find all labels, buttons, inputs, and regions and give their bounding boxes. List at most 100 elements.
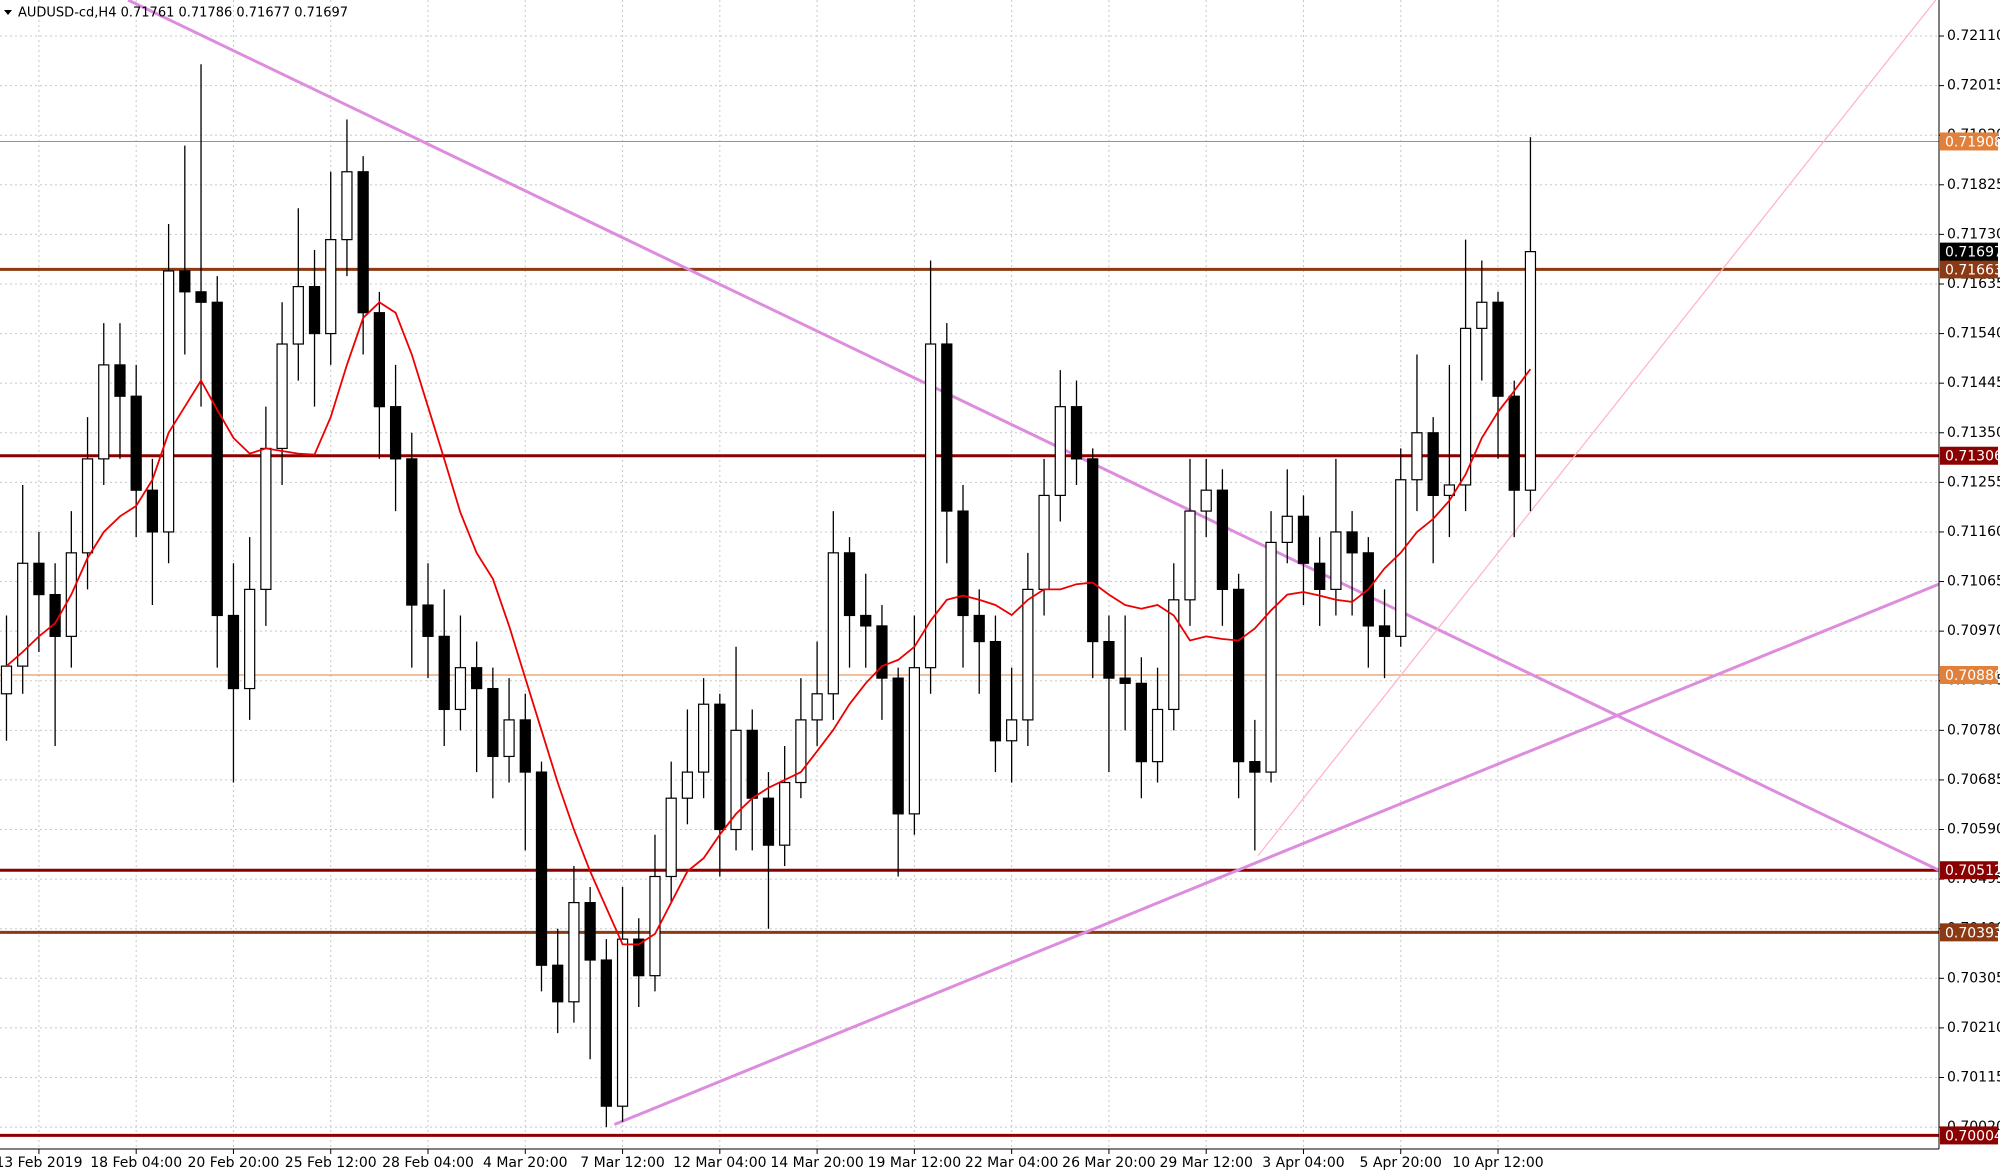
candle-body (697, 703, 710, 773)
candle-body (860, 614, 872, 627)
candle-body (1314, 562, 1326, 590)
candle-body (1524, 251, 1537, 491)
candle-body (1281, 515, 1293, 543)
y-tick-label: 0.71540 (1947, 326, 2000, 342)
y-tick-label: 0.71065 (1947, 574, 2000, 590)
candle-body (1103, 640, 1115, 679)
candle-body (179, 270, 191, 293)
candle-body (1330, 531, 1342, 590)
candle-body (1265, 541, 1277, 773)
marks (0, 0, 1940, 1137)
y-tick-label: 0.70305 (1947, 970, 2000, 986)
x-tick-label: 18 Feb 04:00 (90, 1155, 182, 1171)
candle-body (357, 171, 369, 314)
chart-title: AUDUSD-cd,H4 0.71761 0.71786 0.71677 0.7… (18, 6, 348, 21)
candle-body (665, 797, 677, 878)
y-tick-label: 0.71255 (1947, 474, 2000, 490)
y-tick-label: 0.72015 (1947, 78, 2000, 94)
y-tick-label: 0.71730 (1947, 226, 2000, 242)
level-box (1940, 1126, 1998, 1145)
candle-body (503, 719, 515, 758)
candle-body (1411, 432, 1423, 481)
y-tick-label: 0.70685 (1947, 772, 2000, 788)
level-label: 0.70512 (1945, 863, 2000, 879)
trendline (613, 582, 1940, 1126)
level-label: 0.71306 (1945, 449, 2000, 465)
level-label: 0.70393 (1945, 925, 2000, 941)
current-price-box (1940, 242, 1998, 261)
x-tick-label: 25 Feb 12:00 (285, 1155, 377, 1171)
candle-body (341, 171, 353, 241)
level-label: 0.71908 (1945, 134, 2000, 150)
candle-body (843, 552, 856, 617)
candle-body (795, 719, 807, 784)
candle-body (876, 625, 888, 679)
candle-body (487, 687, 499, 758)
candle-body (1151, 708, 1164, 763)
candle-body (1395, 479, 1407, 637)
candle-body (1249, 761, 1261, 773)
candle-body (406, 458, 418, 606)
y-tick-label: 0.70115 (1947, 1069, 2000, 1085)
candle-body (908, 667, 921, 815)
candle-body (276, 343, 288, 450)
candle-body (941, 343, 953, 512)
y-tick-label: 0.71825 (1947, 177, 2000, 193)
candle-body (227, 614, 240, 690)
candle-body (81, 458, 94, 554)
candle-body (1459, 327, 1472, 486)
candle-body (98, 364, 110, 460)
candle-body (244, 588, 256, 690)
candle-body (762, 797, 775, 846)
x-tick-label: 12 Mar 04:00 (673, 1155, 766, 1171)
candle-body (1508, 395, 1520, 491)
candle-body (1168, 599, 1180, 711)
candle-body (292, 285, 304, 345)
trendline (127, 0, 1940, 872)
candle-body (633, 938, 645, 977)
candle-body (1427, 432, 1439, 497)
candle-body (519, 719, 531, 773)
x-tick-label: 20 Feb 20:00 (188, 1155, 280, 1171)
candle-body (827, 552, 839, 695)
candle-body (211, 301, 223, 617)
x-tick-label: 22 Mar 04:00 (965, 1155, 1058, 1171)
x-tick-label: 13 Feb 2019 (0, 1155, 82, 1171)
candle-body (1087, 458, 1099, 643)
candle-body (779, 781, 791, 846)
candle-body (33, 562, 45, 596)
candle-body (308, 285, 321, 335)
candle-body (1119, 677, 1131, 684)
level-label: 0.70004 (1945, 1128, 2000, 1144)
x-tick-label: 4 Mar 20:00 (483, 1155, 568, 1171)
y-tick-label: 0.71445 (1947, 375, 2000, 391)
x-tick-label: 10 Apr 12:00 (1452, 1155, 1543, 1171)
candle-body (114, 364, 126, 397)
candle-body (146, 489, 159, 533)
y-tick-label: 0.70970 (1947, 623, 2000, 639)
candle-body (0, 665, 13, 695)
y-tick-label: 0.70210 (1947, 1020, 2000, 1036)
candle-body (568, 901, 580, 1003)
candle-body (552, 964, 564, 1003)
level-box (1940, 923, 1998, 942)
level-label: 0.70886 (1945, 668, 2000, 684)
x-tick-label: 28 Feb 04:00 (382, 1155, 474, 1171)
x-tick-label: 7 Mar 12:00 (580, 1155, 665, 1171)
candle-body (325, 239, 337, 335)
y-tick-label: 0.72110 (1947, 28, 2000, 44)
x-tick-label: 3 Apr 04:00 (1262, 1155, 1344, 1171)
candle-body (1184, 510, 1196, 601)
candle-body (1135, 682, 1147, 763)
level-box (1940, 861, 1998, 880)
candle-body (162, 270, 175, 533)
level-label: 0.71663 (1945, 262, 2000, 278)
candle-body (1232, 588, 1245, 763)
candle-body (1022, 588, 1034, 721)
y-tick-label: 0.70780 (1947, 722, 2000, 738)
y-tick-label: 0.71635 (1947, 276, 2000, 292)
candle-body (1476, 301, 1488, 329)
candle-body (681, 771, 694, 799)
candle-body (454, 667, 467, 711)
